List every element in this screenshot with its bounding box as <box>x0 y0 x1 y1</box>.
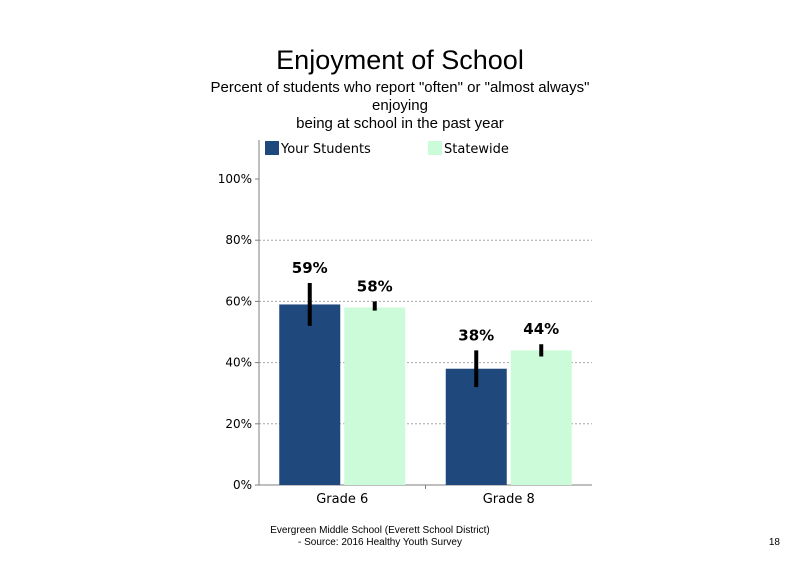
bar-statewide-grade-8 <box>510 350 572 485</box>
footer-line-1: Evergreen Middle School (Everett School … <box>270 525 490 536</box>
legend-label-1: Statewide <box>444 142 509 157</box>
legend-swatch-0 <box>265 141 279 155</box>
footer-source: Evergreen Middle School (Everett School … <box>230 525 530 549</box>
data-label-1-0: 58% <box>357 277 393 295</box>
bar-your-students-grade-6 <box>279 304 341 485</box>
subtitle-line-1: Percent of students who report "often" o… <box>210 79 590 96</box>
subtitle-line-2: enjoying <box>372 97 428 114</box>
legend-swatch-1 <box>428 141 442 155</box>
y-tick-label-60: 60% <box>225 294 252 308</box>
category-label-0: Grade 6 <box>316 492 368 507</box>
legend-label-0: Your Students <box>280 142 371 157</box>
bar-your-students-grade-8 <box>445 368 507 485</box>
y-tick-label-80: 80% <box>225 233 252 247</box>
data-label-0-1: 38% <box>458 326 494 344</box>
category-label-1: Grade 8 <box>483 492 535 507</box>
subtitle-line-3: being at school in the past year <box>296 115 504 132</box>
data-label-1-1: 44% <box>523 320 559 338</box>
data-label-0-0: 59% <box>292 259 328 277</box>
chart-title: Enjoyment of School <box>276 45 524 75</box>
y-tick-label-0: 0% <box>233 478 252 492</box>
bar-statewide-grade-6 <box>344 307 406 485</box>
footer-line-2: - Source: 2016 Healthy Youth Survey <box>298 537 462 548</box>
y-tick-label-100: 100% <box>218 172 252 186</box>
chart-subtitle: Percent of students who report "often" o… <box>0 79 800 133</box>
y-tick-label-20: 20% <box>225 417 252 431</box>
page-number: 18 <box>768 537 780 548</box>
y-tick-label-40: 40% <box>225 356 252 370</box>
